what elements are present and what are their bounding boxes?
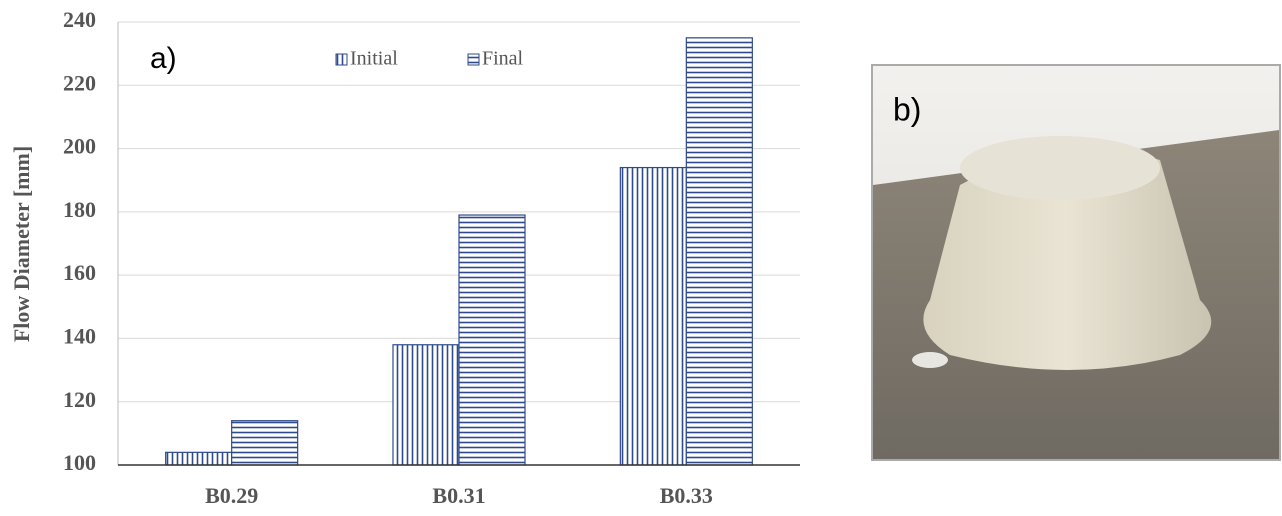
y-tick-label: 140 [63,323,96,348]
y-tick-label: 220 [63,70,96,95]
bar [620,168,686,465]
y-tick-label: 100 [63,450,96,475]
y-tick-label: 240 [63,7,96,32]
panel-label: a) [150,42,177,75]
legend-label: Initial [350,48,398,70]
y-tick-label: 120 [63,387,96,412]
bar [459,215,525,465]
x-tick-label: B0.29 [205,483,258,508]
x-tick-label: B0.31 [432,483,485,508]
photo-sample-top [960,136,1160,200]
photo-spot [912,352,948,368]
figure: a) Flow Diameter [mm] b) 100 120 140 160 180… [0,0,1282,516]
y-axis-label: Flow Diameter [mm] [9,146,34,342]
bar [686,38,752,465]
y-tick-label: 200 [63,134,96,159]
bar [232,421,298,465]
y-tick-label: 180 [63,197,96,222]
legend-swatch [468,54,479,65]
legend-label: Final [482,48,524,70]
bar [393,345,459,465]
photo: b) [872,65,1280,460]
panel-label: b) [893,91,921,127]
bar [166,452,232,465]
x-tick-label: B0.33 [660,483,713,508]
y-tick-label: 160 [63,260,96,285]
legend-swatch [336,54,347,65]
